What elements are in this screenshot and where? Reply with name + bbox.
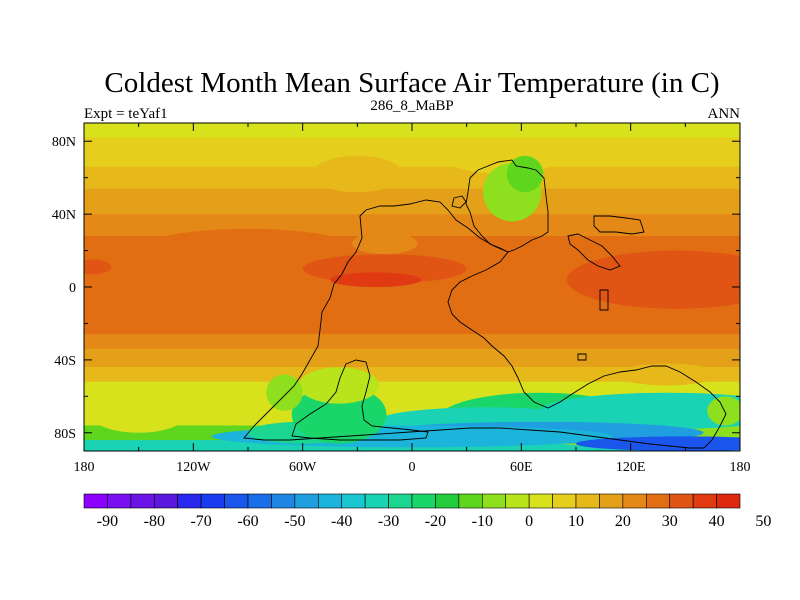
colorbar-swatch xyxy=(271,493,296,509)
colorbar-label: 10 xyxy=(568,513,584,530)
continent-outlines xyxy=(243,159,727,449)
band-8 xyxy=(84,334,740,349)
region-5 xyxy=(330,272,422,288)
region-17 xyxy=(576,436,740,451)
y-tick-label: 80S xyxy=(54,427,76,442)
y-tick-label: 0 xyxy=(69,281,76,296)
region-20 xyxy=(299,367,380,404)
colorbar-label: 0 xyxy=(525,513,533,530)
outline-islet-north xyxy=(451,195,467,209)
colorbar-label: 20 xyxy=(615,513,631,530)
outline-north-landmass xyxy=(465,159,549,253)
colorbar-swatch xyxy=(294,493,319,509)
temperature-field xyxy=(84,123,740,451)
subtitle-right: ANN xyxy=(708,106,741,122)
colorbar-label: -50 xyxy=(284,513,305,530)
colorbar-label: -90 xyxy=(97,513,118,530)
outline-inner-land-south xyxy=(291,359,429,441)
colorbar-swatch xyxy=(153,493,179,509)
x-tick-label: 0 xyxy=(409,460,416,475)
colorbar-labels: -90 -80 -70 -60 -50 -40 -30 -20 -10 0 10 20 30 40 50 xyxy=(97,513,772,530)
colorbar-swatch xyxy=(622,493,647,509)
outline-islet-east xyxy=(599,289,609,311)
colorbar-swatch xyxy=(130,493,155,509)
colorbar-label: -20 xyxy=(425,513,446,530)
outline-islet-south xyxy=(577,353,587,361)
region-0 xyxy=(102,228,394,309)
colorbar-label: -30 xyxy=(378,513,399,530)
colorbar-swatch xyxy=(247,493,272,509)
colorbar-swatch xyxy=(552,493,577,509)
colorbar xyxy=(83,493,741,509)
band-10 xyxy=(84,367,740,382)
colorbar-swatch xyxy=(716,493,741,509)
colorbar-swatch xyxy=(107,493,132,509)
colorbar-swatch xyxy=(692,493,717,509)
colorbar-swatch xyxy=(599,493,624,509)
region-22 xyxy=(91,396,187,433)
colorbar-label: -10 xyxy=(472,513,493,530)
x-tick-label: 120E xyxy=(616,460,646,475)
colorbar-swatch xyxy=(669,493,694,509)
colorbar-swatch xyxy=(411,493,436,509)
band-1 xyxy=(84,137,740,167)
colorbar-swatch xyxy=(388,493,413,509)
colorbar-swatch xyxy=(645,493,671,509)
colorbar-swatch xyxy=(505,493,530,509)
band-9 xyxy=(84,348,740,368)
x-tick-label: 180 xyxy=(74,460,95,475)
region-21 xyxy=(266,374,303,411)
colorbar-swatch xyxy=(83,493,108,509)
colorbar-swatch xyxy=(200,493,225,509)
colorbar-swatch xyxy=(575,493,600,509)
region-14 xyxy=(539,392,740,430)
x-tick-label: 60E xyxy=(510,460,533,475)
region-10 xyxy=(506,155,544,193)
region-7 xyxy=(311,155,403,193)
band-7 xyxy=(84,312,740,335)
colorbar-swatch xyxy=(458,493,483,509)
colorbar-swatch xyxy=(528,493,553,509)
colorbar-label: -70 xyxy=(190,513,211,530)
colorbar-label: 40 xyxy=(709,513,725,530)
region-6 xyxy=(351,232,418,255)
colorbar-swatch xyxy=(177,493,202,509)
x-axis: 180 120W 60W 0 60E 120E 180 xyxy=(74,123,751,475)
subtitle-center: 286_8_MaBP xyxy=(370,98,453,114)
colorbar-label: 30 xyxy=(662,513,678,530)
colorbar-swatch xyxy=(341,493,366,509)
colorbar-swatch xyxy=(224,493,249,509)
region-2 xyxy=(703,259,740,275)
colorbar-label: -60 xyxy=(237,513,258,530)
colorbar-label: -80 xyxy=(144,513,165,530)
chart-title: Coldest Month Mean Surface Air Temperatu… xyxy=(104,67,719,99)
region-24 xyxy=(707,396,740,426)
colorbar-swatch xyxy=(317,493,343,509)
colorbar-label: 50 xyxy=(755,513,771,530)
colorbar-swatch xyxy=(481,493,507,509)
x-tick-label: 180 xyxy=(730,460,751,475)
y-tick-label: 80N xyxy=(52,135,76,150)
outline-northeast-block xyxy=(593,215,645,235)
band-3 xyxy=(84,188,740,215)
subtitle-left: Expt = teYaf1 xyxy=(84,106,168,122)
y-tick-label: 40N xyxy=(52,208,76,223)
colorbar-swatch xyxy=(364,493,389,509)
band-2 xyxy=(84,166,740,189)
temperature-regions xyxy=(84,144,740,451)
outline-eastern-block xyxy=(567,233,621,271)
region-1 xyxy=(566,250,740,309)
region-3 xyxy=(84,259,112,275)
outline-western-gondwana xyxy=(243,199,727,449)
x-tick-label: 120W xyxy=(176,460,211,475)
colorbar-swatch xyxy=(435,493,460,509)
y-tick-label: 40S xyxy=(54,354,76,369)
x-tick-label: 60W xyxy=(289,460,317,475)
colorbar-label: -40 xyxy=(331,513,352,530)
y-axis: 80N 40N 0 40S 80S xyxy=(52,135,740,442)
